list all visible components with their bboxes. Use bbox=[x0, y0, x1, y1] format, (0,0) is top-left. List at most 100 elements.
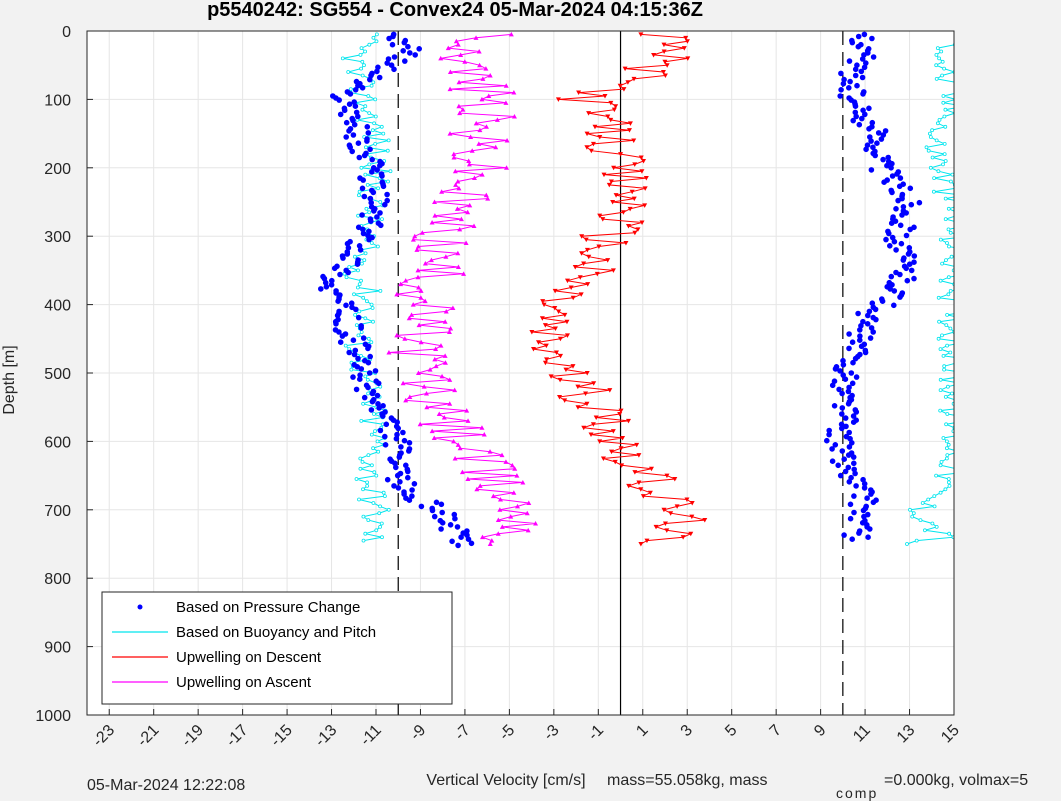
data-point bbox=[842, 376, 849, 383]
data-point bbox=[439, 509, 446, 516]
data-point bbox=[951, 429, 954, 433]
data-point bbox=[914, 538, 919, 543]
data-point bbox=[455, 442, 461, 447]
data-point bbox=[477, 127, 483, 133]
data-point bbox=[405, 448, 412, 454]
data-point bbox=[400, 47, 407, 54]
data-point bbox=[562, 398, 568, 403]
data-point bbox=[823, 437, 830, 444]
data-point bbox=[411, 480, 418, 487]
data-point bbox=[365, 384, 371, 391]
data-point bbox=[849, 380, 856, 387]
data-point bbox=[494, 117, 500, 122]
data-point bbox=[664, 473, 670, 479]
data-point bbox=[629, 189, 635, 195]
data-point bbox=[368, 169, 375, 175]
data-point bbox=[875, 130, 882, 136]
data-point bbox=[323, 283, 330, 290]
data-point bbox=[856, 121, 863, 128]
data-point bbox=[613, 104, 619, 109]
data-point bbox=[618, 408, 624, 414]
data-point bbox=[366, 453, 371, 458]
data-point bbox=[858, 115, 865, 122]
data-point bbox=[840, 361, 847, 368]
data-point bbox=[948, 350, 953, 355]
data-point bbox=[376, 162, 383, 169]
data-point bbox=[941, 94, 946, 98]
data-point bbox=[540, 299, 546, 304]
data-point bbox=[642, 186, 648, 191]
data-point bbox=[625, 80, 631, 85]
data-point bbox=[853, 409, 860, 415]
data-point bbox=[608, 179, 614, 184]
data-point bbox=[891, 238, 898, 245]
data-point bbox=[848, 370, 855, 376]
data-point bbox=[535, 340, 541, 345]
data-point bbox=[371, 446, 376, 451]
data-point bbox=[938, 463, 943, 468]
data-point bbox=[674, 504, 680, 509]
data-point bbox=[402, 336, 408, 341]
data-point bbox=[460, 107, 466, 112]
data-point bbox=[344, 251, 351, 257]
data-point bbox=[932, 494, 937, 499]
data-point bbox=[415, 370, 421, 375]
data-point bbox=[443, 308, 449, 314]
data-point bbox=[826, 431, 832, 438]
data-point bbox=[458, 534, 464, 540]
data-point bbox=[367, 353, 374, 360]
data-point bbox=[401, 58, 408, 64]
data-point bbox=[504, 137, 510, 143]
data-point bbox=[943, 196, 948, 201]
data-point bbox=[881, 179, 887, 186]
data-point bbox=[934, 138, 939, 143]
data-point bbox=[893, 206, 899, 212]
data-point bbox=[859, 74, 866, 81]
data-point bbox=[487, 449, 493, 454]
data-point bbox=[384, 197, 391, 204]
data-point bbox=[364, 299, 369, 304]
data-point bbox=[849, 536, 855, 542]
data-point bbox=[943, 487, 948, 492]
data-point bbox=[504, 165, 510, 170]
data-point bbox=[544, 357, 550, 362]
data-point bbox=[515, 503, 521, 509]
data-point bbox=[406, 50, 413, 56]
data-point bbox=[838, 87, 844, 93]
data-point bbox=[937, 118, 942, 122]
data-point bbox=[934, 63, 939, 68]
data-point bbox=[454, 524, 461, 530]
data-point bbox=[555, 97, 561, 102]
data-point bbox=[363, 251, 368, 256]
data-point bbox=[918, 518, 923, 522]
data-point bbox=[406, 497, 413, 504]
data-point bbox=[937, 56, 941, 61]
data-point bbox=[374, 392, 381, 399]
legend-label: Based on Pressure Change bbox=[176, 599, 360, 616]
data-point bbox=[336, 329, 342, 335]
data-point bbox=[880, 156, 886, 163]
data-point bbox=[346, 128, 352, 134]
data-point bbox=[417, 421, 423, 427]
data-point bbox=[473, 120, 479, 126]
data-point bbox=[648, 466, 654, 472]
data-point bbox=[379, 173, 385, 179]
data-point bbox=[337, 271, 343, 278]
data-point bbox=[439, 189, 445, 194]
data-point bbox=[465, 536, 472, 542]
data-point bbox=[455, 178, 461, 184]
data-point bbox=[376, 186, 381, 191]
y-tick-label: 600 bbox=[44, 434, 71, 451]
data-point bbox=[358, 466, 363, 471]
data-point bbox=[376, 74, 383, 81]
data-point bbox=[846, 478, 853, 485]
data-point bbox=[508, 31, 514, 37]
data-point bbox=[625, 223, 631, 229]
data-point bbox=[356, 213, 361, 218]
data-point bbox=[938, 377, 943, 382]
data-point bbox=[947, 244, 951, 249]
data-point bbox=[439, 519, 446, 526]
data-point bbox=[432, 213, 438, 218]
data-point bbox=[926, 497, 931, 502]
data-point bbox=[946, 477, 951, 481]
